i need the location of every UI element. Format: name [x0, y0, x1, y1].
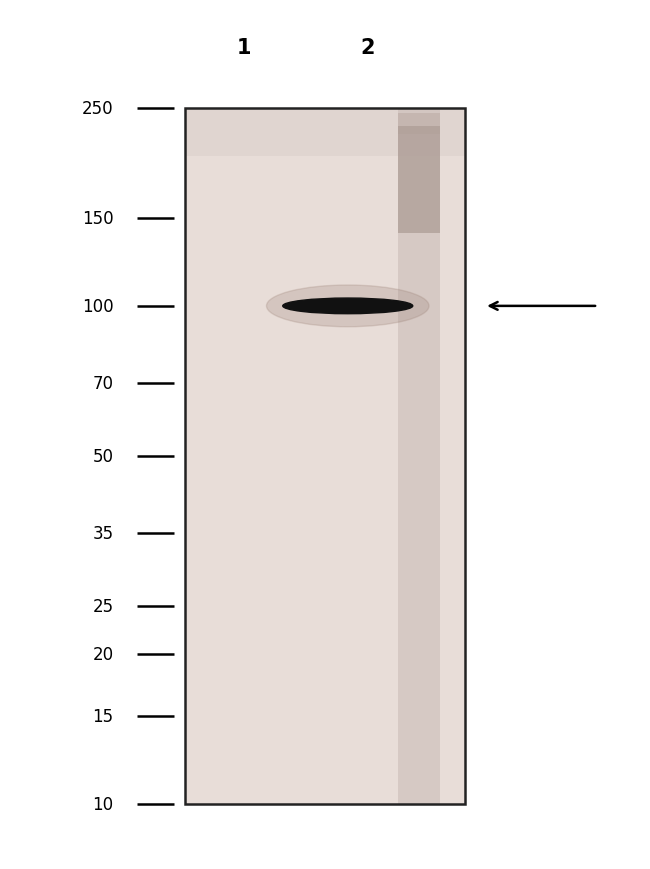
Text: 50: 50: [93, 448, 114, 465]
Bar: [398, 109, 441, 804]
Bar: [185, 109, 465, 156]
Text: 150: 150: [82, 210, 114, 228]
Text: 15: 15: [92, 707, 114, 726]
Bar: [398, 114, 441, 136]
Text: 100: 100: [82, 297, 114, 315]
Text: 35: 35: [92, 524, 114, 542]
Bar: [185, 109, 465, 804]
Text: 2: 2: [360, 38, 374, 57]
Text: 10: 10: [92, 795, 114, 813]
Text: 1: 1: [237, 38, 251, 57]
Ellipse shape: [266, 286, 429, 328]
Bar: [398, 127, 441, 234]
Bar: [185, 109, 465, 804]
Ellipse shape: [283, 299, 413, 315]
Text: 250: 250: [82, 100, 114, 117]
Text: 25: 25: [92, 597, 114, 615]
Text: 70: 70: [93, 375, 114, 393]
Text: 20: 20: [92, 645, 114, 663]
